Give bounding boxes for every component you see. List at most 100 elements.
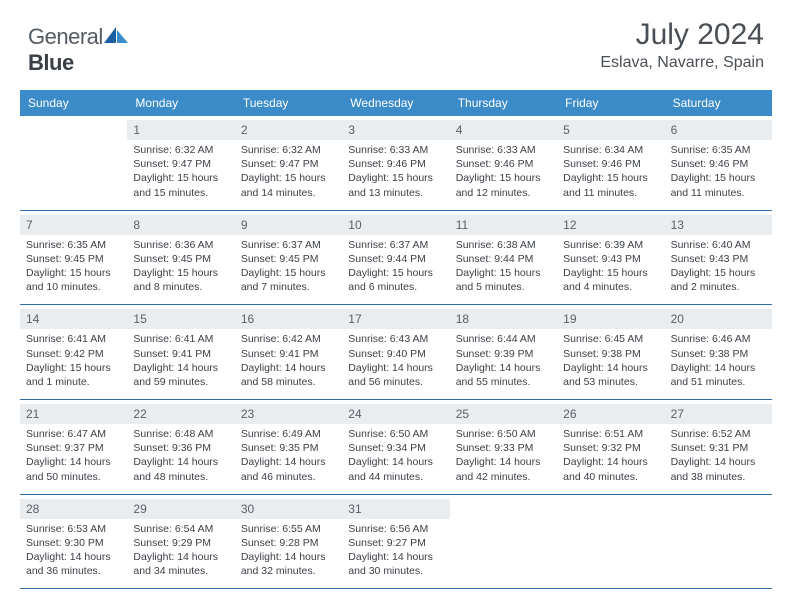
- day-number: 11: [450, 215, 557, 235]
- day-number: 4: [450, 120, 557, 140]
- sunset-text: Sunset: 9:45 PM: [133, 252, 228, 266]
- day-number: 3: [342, 120, 449, 140]
- daylight-text: Daylight: 15 hours and 8 minutes.: [133, 266, 228, 294]
- calendar-cell: 19Sunrise: 6:45 AMSunset: 9:38 PMDayligh…: [557, 305, 664, 399]
- weekday-header: Thursday: [450, 90, 557, 116]
- day-number: 15: [127, 309, 234, 329]
- sunset-text: Sunset: 9:47 PM: [241, 157, 336, 171]
- calendar-cell: 29Sunrise: 6:54 AMSunset: 9:29 PMDayligh…: [127, 495, 234, 589]
- calendar-cell: 22Sunrise: 6:48 AMSunset: 9:36 PMDayligh…: [127, 400, 234, 494]
- calendar-cell: [20, 116, 127, 210]
- daylight-text: Daylight: 15 hours and 4 minutes.: [563, 266, 658, 294]
- sunrise-text: Sunrise: 6:42 AM: [241, 332, 336, 346]
- day-number: 18: [450, 309, 557, 329]
- location-subtitle: Eslava, Navarre, Spain: [600, 54, 764, 72]
- sunrise-text: Sunrise: 6:55 AM: [241, 522, 336, 536]
- calendar-cell: 27Sunrise: 6:52 AMSunset: 9:31 PMDayligh…: [665, 400, 772, 494]
- daylight-text: Daylight: 14 hours and 30 minutes.: [348, 550, 443, 578]
- title-block: July 2024 Eslava, Navarre, Spain: [600, 18, 764, 72]
- day-number: 16: [235, 309, 342, 329]
- day-number: 8: [127, 215, 234, 235]
- sunset-text: Sunset: 9:34 PM: [348, 441, 443, 455]
- sunrise-text: Sunrise: 6:51 AM: [563, 427, 658, 441]
- sunrise-text: Sunrise: 6:33 AM: [456, 143, 551, 157]
- daylight-text: Daylight: 14 hours and 50 minutes.: [26, 455, 121, 483]
- day-number: 26: [557, 404, 664, 424]
- brand-part1: General: [28, 24, 103, 49]
- day-number: 19: [557, 309, 664, 329]
- brand-logo: General Blue: [28, 18, 129, 76]
- brand-part2: Blue: [28, 50, 74, 75]
- weekday-header: Sunday: [20, 90, 127, 116]
- sunset-text: Sunset: 9:47 PM: [133, 157, 228, 171]
- weekday-header: Tuesday: [235, 90, 342, 116]
- sunrise-text: Sunrise: 6:52 AM: [671, 427, 766, 441]
- day-number: 2: [235, 120, 342, 140]
- daylight-text: Daylight: 15 hours and 11 minutes.: [563, 171, 658, 199]
- sunrise-text: Sunrise: 6:44 AM: [456, 332, 551, 346]
- sunset-text: Sunset: 9:40 PM: [348, 347, 443, 361]
- sunrise-text: Sunrise: 6:33 AM: [348, 143, 443, 157]
- day-number: 5: [557, 120, 664, 140]
- sunset-text: Sunset: 9:46 PM: [563, 157, 658, 171]
- sunrise-text: Sunrise: 6:32 AM: [241, 143, 336, 157]
- sunrise-text: Sunrise: 6:46 AM: [671, 332, 766, 346]
- calendar-cell: 31Sunrise: 6:56 AMSunset: 9:27 PMDayligh…: [342, 495, 449, 589]
- sunrise-text: Sunrise: 6:38 AM: [456, 238, 551, 252]
- calendar-cell: 30 Sunrise: 6:55 AMSunset: 9:28 PMDayligh…: [235, 495, 342, 589]
- brand-text: General Blue: [28, 24, 129, 76]
- calendar-week-row: 7Sunrise: 6:35 AMSunset: 9:45 PMDaylight…: [20, 211, 772, 306]
- daylight-text: Daylight: 15 hours and 10 minutes.: [26, 266, 121, 294]
- sunset-text: Sunset: 9:27 PM: [348, 536, 443, 550]
- daylight-text: Daylight: 14 hours and 48 minutes.: [133, 455, 228, 483]
- day-number: 13: [665, 215, 772, 235]
- daylight-text: Daylight: 15 hours and 6 minutes.: [348, 266, 443, 294]
- day-number: 14: [20, 309, 127, 329]
- calendar-week-row: 28Sunrise: 6:53 AMSunset: 9:30 PMDayligh…: [20, 495, 772, 590]
- sunrise-text: Sunrise: 6:53 AM: [26, 522, 121, 536]
- day-number: 31: [342, 499, 449, 519]
- day-number: 23: [235, 404, 342, 424]
- day-number: [450, 499, 557, 519]
- day-number: [20, 120, 127, 140]
- daylight-text: Daylight: 14 hours and 51 minutes.: [671, 361, 766, 389]
- day-number: 27: [665, 404, 772, 424]
- calendar-cell: 14Sunrise: 6:41 AMSunset: 9:42 PMDayligh…: [20, 305, 127, 399]
- sunset-text: Sunset: 9:42 PM: [26, 347, 121, 361]
- sunrise-text: Sunrise: 6:47 AM: [26, 427, 121, 441]
- calendar-cell: 24Sunrise: 6:50 AMSunset: 9:34 PMDayligh…: [342, 400, 449, 494]
- sunset-text: Sunset: 9:38 PM: [671, 347, 766, 361]
- calendar-cell: 9Sunrise: 6:37 AMSunset: 9:45 PMDaylight…: [235, 211, 342, 305]
- day-number: 29: [127, 499, 234, 519]
- sunset-text: Sunset: 9:43 PM: [563, 252, 658, 266]
- calendar-cell: 1Sunrise: 6:32 AMSunset: 9:47 PMDaylight…: [127, 116, 234, 210]
- sunset-text: Sunset: 9:28 PM: [241, 536, 336, 550]
- calendar-cell: 2Sunrise: 6:32 AMSunset: 9:47 PMDaylight…: [235, 116, 342, 210]
- daylight-text: Daylight: 14 hours and 32 minutes.: [241, 550, 336, 578]
- calendar-cell: 12Sunrise: 6:39 AMSunset: 9:43 PMDayligh…: [557, 211, 664, 305]
- sunrise-text: Sunrise: 6:48 AM: [133, 427, 228, 441]
- calendar-cell: [665, 495, 772, 589]
- sunrise-text: Sunrise: 6:49 AM: [241, 427, 336, 441]
- sunrise-text: Sunrise: 6:35 AM: [26, 238, 121, 252]
- sunset-text: Sunset: 9:46 PM: [456, 157, 551, 171]
- sunrise-text: Sunrise: 6:43 AM: [348, 332, 443, 346]
- weekday-header: Wednesday: [342, 90, 449, 116]
- daylight-text: Daylight: 15 hours and 2 minutes.: [671, 266, 766, 294]
- calendar-cell: 13Sunrise: 6:40 AMSunset: 9:43 PMDayligh…: [665, 211, 772, 305]
- day-number: [557, 499, 664, 519]
- day-number: 21: [20, 404, 127, 424]
- daylight-text: Daylight: 14 hours and 38 minutes.: [671, 455, 766, 483]
- sunrise-text: Sunrise: 6:35 AM: [671, 143, 766, 157]
- calendar-cell: 23Sunrise: 6:49 AMSunset: 9:35 PMDayligh…: [235, 400, 342, 494]
- calendar-cell: 26Sunrise: 6:51 AMSunset: 9:32 PMDayligh…: [557, 400, 664, 494]
- day-number: [665, 499, 772, 519]
- calendar-cell: 8 Sunrise: 6:36 AMSunset: 9:45 PMDaylight…: [127, 211, 234, 305]
- weekday-header: Friday: [557, 90, 664, 116]
- sunrise-text: Sunrise: 6:36 AM: [133, 238, 228, 252]
- calendar-week-row: 1Sunrise: 6:32 AMSunset: 9:47 PMDaylight…: [20, 116, 772, 211]
- daylight-text: Daylight: 14 hours and 34 minutes.: [133, 550, 228, 578]
- daylight-text: Daylight: 15 hours and 13 minutes.: [348, 171, 443, 199]
- day-number: 17: [342, 309, 449, 329]
- day-number: 30: [235, 499, 342, 519]
